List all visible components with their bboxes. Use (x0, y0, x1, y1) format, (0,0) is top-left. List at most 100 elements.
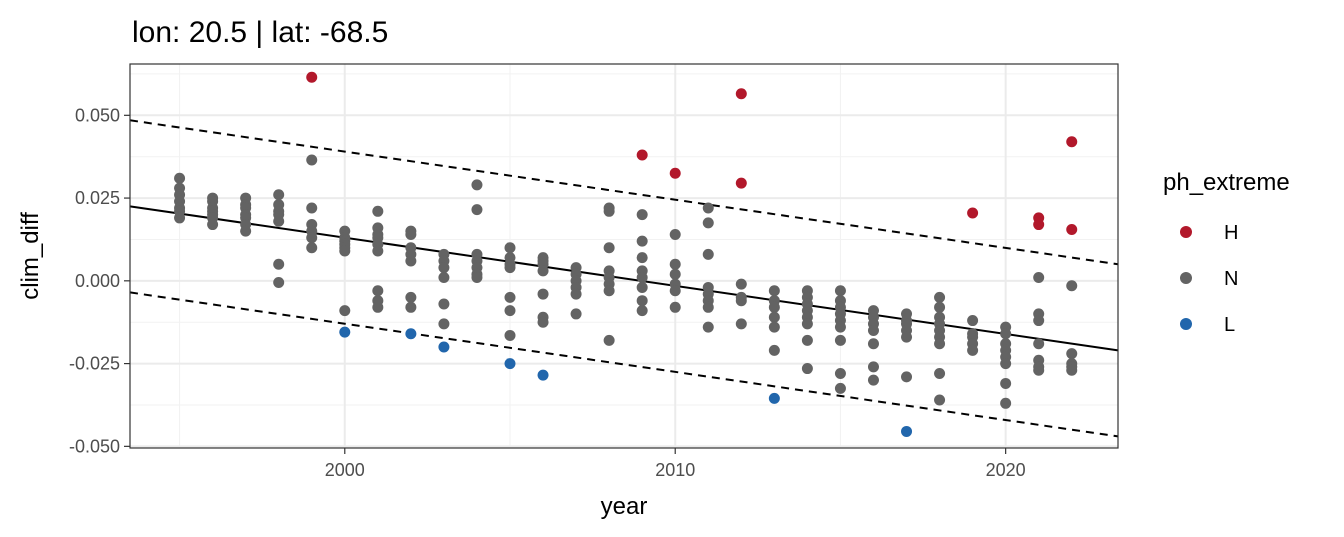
data-point-L (339, 326, 351, 338)
data-point-N (438, 298, 450, 310)
grid-minor (130, 64, 1118, 448)
x-axis: 2000 2010 2020 (325, 448, 1026, 480)
data-point-N (901, 371, 913, 383)
legend-key-L (1180, 318, 1192, 330)
panel-border (129, 63, 1119, 449)
data-point-N (967, 315, 979, 327)
data-point-N (702, 217, 714, 229)
legend-key-H (1180, 226, 1192, 238)
data-point-N (570, 308, 582, 320)
data-point-N (934, 301, 946, 313)
y-tick-label: 0.000 (75, 271, 120, 291)
data-point-N (1066, 348, 1078, 360)
y-tick-label: -0.025 (69, 354, 120, 374)
data-point-N (702, 248, 714, 260)
data-point-N (1033, 315, 1045, 327)
y-axis: -0.050 -0.025 0.000 0.025 0.050 (69, 105, 130, 456)
data-point-N (934, 338, 946, 350)
data-point-H (1066, 224, 1078, 236)
data-point-N (504, 305, 516, 317)
data-point-N (207, 219, 219, 231)
data-point-N (1000, 358, 1012, 370)
data-point-L (768, 392, 780, 404)
data-point-N (273, 276, 285, 288)
data-point-L (405, 328, 417, 340)
data-point-N (537, 288, 549, 300)
data-point-N (471, 272, 483, 284)
data-point-N (504, 291, 516, 303)
data-point-N (636, 295, 648, 307)
data-point-H (1066, 136, 1078, 148)
legend-label-L: L (1224, 314, 1235, 336)
data-point-N (636, 209, 648, 221)
data-point-N (801, 334, 813, 346)
data-point-L (438, 341, 450, 353)
legend-title: ph_extreme (1163, 169, 1290, 196)
reference-lines (129, 119, 1119, 438)
data-point-N (768, 311, 780, 323)
data-point-N (372, 205, 384, 217)
grid-major (130, 64, 1118, 448)
data-point-N (834, 368, 846, 380)
data-point-N (1033, 364, 1045, 376)
data-point-N (372, 285, 384, 297)
data-point-N (702, 202, 714, 214)
data-point-N (867, 338, 879, 350)
data-point-N (967, 344, 979, 356)
data-point-N (1033, 338, 1045, 350)
data-point-N (1000, 397, 1012, 409)
data-point-N (240, 225, 252, 237)
data-point-N (934, 368, 946, 380)
data-point-N (471, 179, 483, 191)
data-point-N (306, 154, 318, 166)
x-tick-label: 2020 (986, 460, 1026, 480)
legend-label-N: N (1224, 268, 1238, 290)
y-tick-label: 0.050 (75, 105, 120, 125)
x-tick-label: 2010 (655, 460, 695, 480)
data-point-N (768, 285, 780, 297)
data-point-N (801, 318, 813, 330)
data-point-H (1033, 219, 1045, 231)
legend-key-N (1180, 272, 1192, 284)
data-point-N (636, 272, 648, 284)
data-point-N (339, 305, 351, 317)
trend-line (129, 205, 1119, 352)
data-point-H (669, 167, 681, 179)
data-point-N (669, 285, 681, 297)
data-point-N (1066, 364, 1078, 376)
data-point-N (438, 272, 450, 284)
data-point-N (768, 321, 780, 333)
data-point-N (603, 334, 615, 346)
data-point-N (735, 278, 747, 290)
data-point-N (768, 344, 780, 356)
data-point-N (471, 204, 483, 216)
data-point-N (405, 291, 417, 303)
data-point-N (669, 268, 681, 280)
data-point-N (174, 212, 186, 224)
data-point-N (405, 255, 417, 267)
data-point-N (537, 316, 549, 328)
data-point-N (438, 262, 450, 274)
y-tick-label: -0.050 (69, 436, 120, 456)
data-point-N (702, 301, 714, 313)
y-tick-label: 0.025 (75, 188, 120, 208)
y-axis-title: clim_diff (17, 212, 44, 300)
data-point-N (1066, 280, 1078, 292)
prediction-bound-line (129, 291, 1119, 438)
data-point-N (570, 288, 582, 300)
data-point-N (603, 205, 615, 217)
data-point-N (306, 202, 318, 214)
data-point-N (867, 361, 879, 373)
data-point-N (867, 324, 879, 336)
x-tick-label: 2000 (325, 460, 365, 480)
data-point-N (405, 228, 417, 240)
data-points (174, 71, 1078, 437)
data-point-H (735, 88, 747, 100)
data-point-N (735, 295, 747, 307)
legend-label-H: H (1224, 222, 1238, 244)
data-point-N (901, 331, 913, 343)
data-point-N (801, 363, 813, 375)
data-point-H (636, 149, 648, 161)
data-point-N (273, 258, 285, 270)
